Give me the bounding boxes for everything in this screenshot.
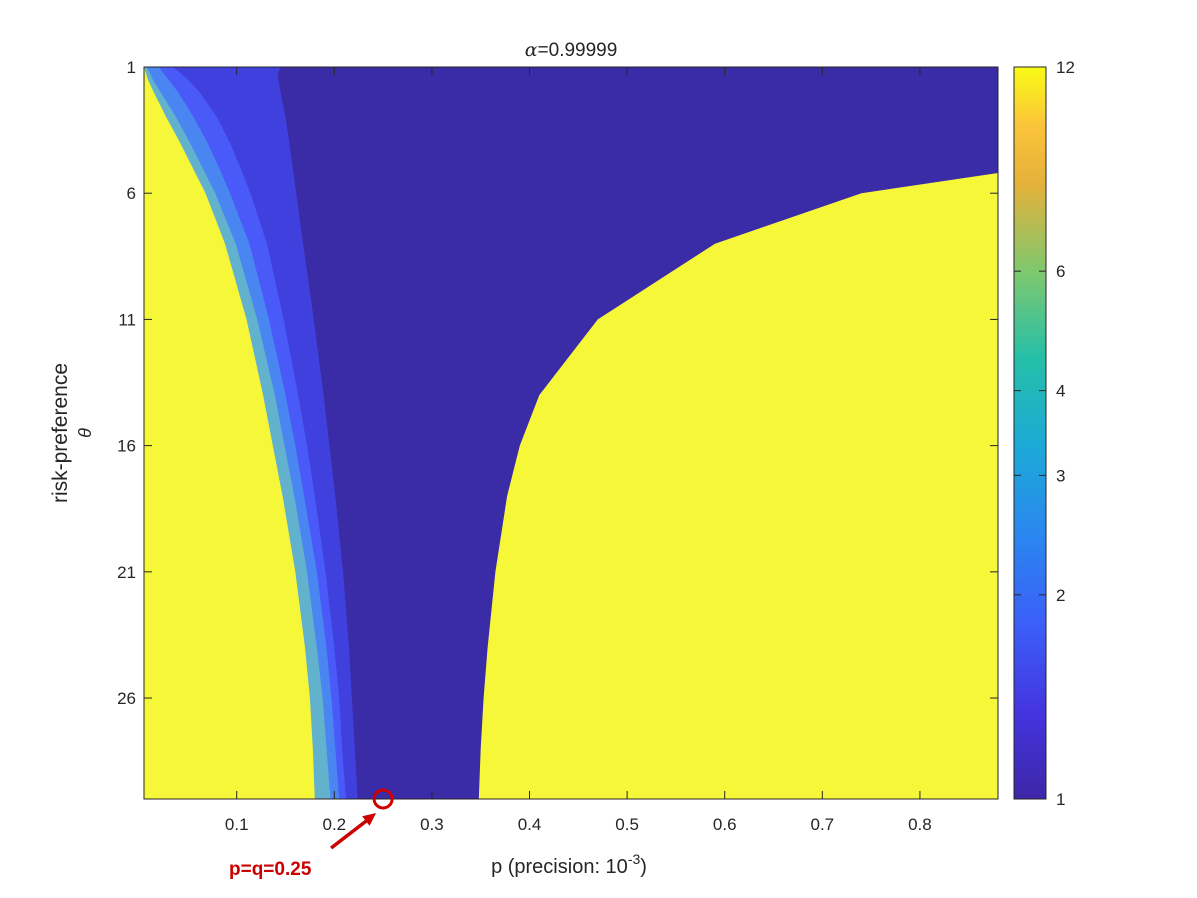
y-tick-label: 16 xyxy=(117,437,136,456)
annotation: p=q=0.25 xyxy=(229,788,394,880)
x-axis-label-main: p (precision: 10 xyxy=(491,856,628,878)
colorbar-tick-label: 12 xyxy=(1056,58,1075,77)
x-tick-label: 0.8 xyxy=(908,815,932,834)
title-alpha-symbol: α xyxy=(525,39,538,61)
title-alpha-value: =0.99999 xyxy=(538,40,618,61)
colorbar-tick-label: 1 xyxy=(1056,790,1065,809)
y-tick-label: 6 xyxy=(127,184,136,203)
x-tick-label: 0.3 xyxy=(420,815,444,834)
x-axis-label-close: ) xyxy=(640,856,647,878)
annotation-arrowhead xyxy=(362,813,377,826)
x-axis-ticks: 0.1 0.2 0.3 0.4 0.5 0.6 0.7 0.8 xyxy=(225,67,932,834)
x-tick-label: 0.5 xyxy=(615,815,639,834)
annotation-marker-circle xyxy=(372,788,394,810)
chart-title: α=0.99999 xyxy=(525,39,618,61)
annotation-label: p=q=0.25 xyxy=(229,859,312,880)
y-tick-label: 26 xyxy=(117,689,136,708)
plot-area xyxy=(144,67,998,799)
plot-frame xyxy=(143,66,999,800)
x-tick-label: 0.2 xyxy=(322,815,346,834)
y-tick-label: 11 xyxy=(118,310,136,329)
x-axis-label: p (precision: 10-3) xyxy=(491,851,647,878)
colorbar-tick-label: 6 xyxy=(1056,262,1065,281)
x-tick-label: 0.6 xyxy=(713,815,737,834)
colorbar-tick-label: 2 xyxy=(1056,586,1065,605)
annotation-arrow xyxy=(330,816,372,850)
colorbar-gradient xyxy=(1013,66,1047,800)
x-tick-label: 0.1 xyxy=(225,815,249,834)
y-axis-label-line1: risk-preference xyxy=(49,363,72,503)
colorbar-tick-label: 3 xyxy=(1056,466,1065,485)
x-tick-label: 0.4 xyxy=(518,815,542,834)
y-axis-label-line2: θ xyxy=(75,428,95,438)
y-tick-label: 1 xyxy=(127,58,136,77)
x-tick-label: 0.7 xyxy=(810,815,834,834)
y-tick-label: 21 xyxy=(117,563,136,582)
contour-band-level-1 xyxy=(277,67,998,799)
contour-bands xyxy=(144,67,998,799)
x-axis-label-exponent: -3 xyxy=(628,851,641,867)
colorbar-tick-label: 4 xyxy=(1056,382,1065,401)
